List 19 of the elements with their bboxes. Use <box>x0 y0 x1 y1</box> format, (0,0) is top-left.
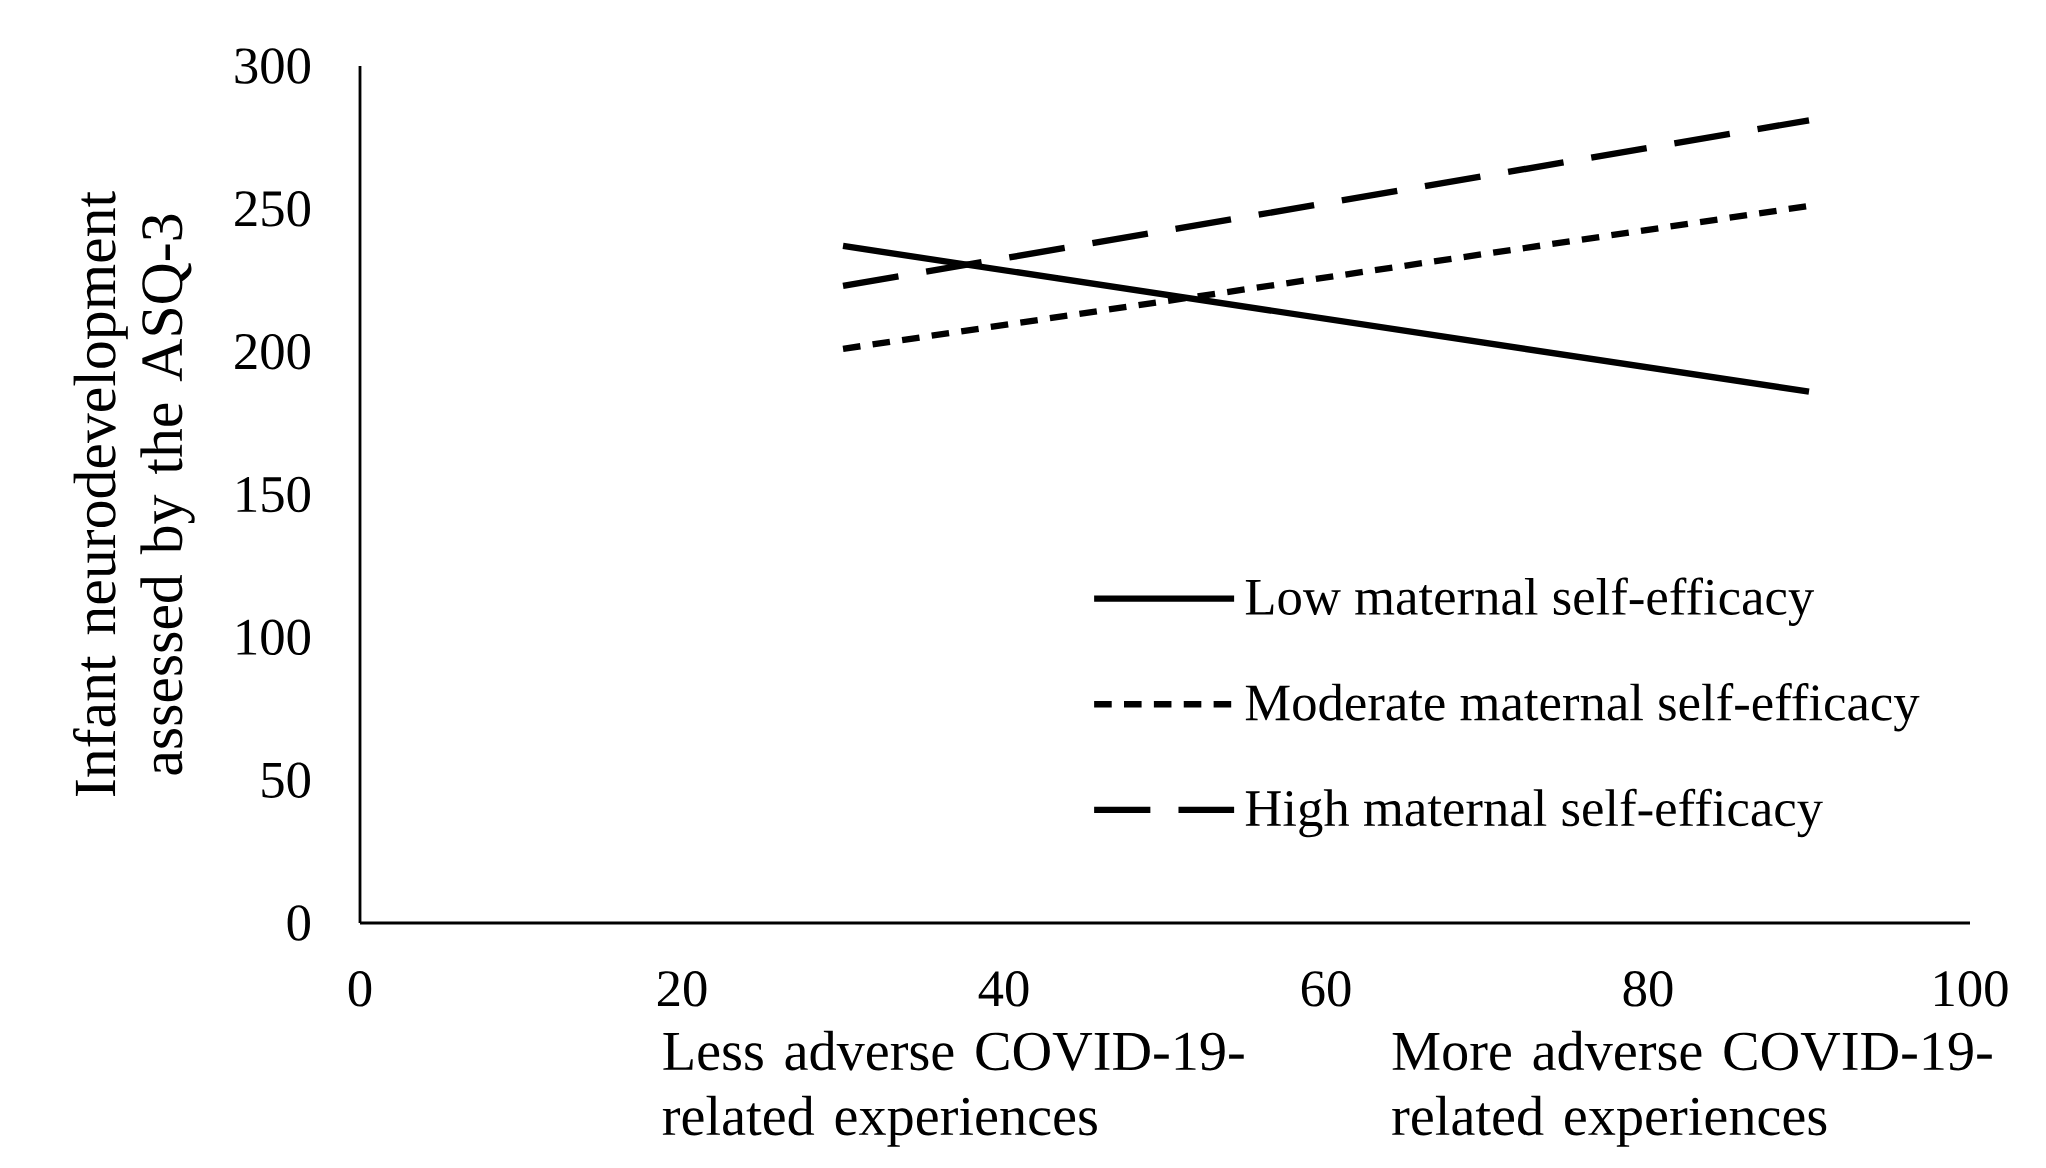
x-tick-label: 80 <box>1623 971 1673 1007</box>
y-tick-label: 150 <box>237 476 310 513</box>
legend-label: High maternal self-efficacy <box>1245 788 1823 838</box>
legend-label: Moderate maternal self-efficacy <box>1245 683 1920 732</box>
y-tick-label: 0 <box>287 905 310 941</box>
y-tick-label: 50 <box>262 762 310 798</box>
y-tick-label: 300 <box>235 48 310 84</box>
x-tick-label: 100 <box>1935 971 2008 1007</box>
text: Less adverse COVID-19-related experiences <box>662 1030 1244 1147</box>
y-tick-label: 250 <box>235 191 310 227</box>
x-tick-label: 0 <box>348 971 372 1007</box>
x-tick-label: 40 <box>978 971 1029 1007</box>
y-axis-title: Infant neurodevelopment assessed by the ASQ-3 <box>72 191 195 796</box>
y-tick-label: 200 <box>235 333 310 370</box>
x-tick-label: 60 <box>1301 971 1351 1007</box>
y-tick-label: 100 <box>237 619 310 656</box>
x-tick-label: 20 <box>657 971 707 1007</box>
legend-label: Low maternal self-efficacy <box>1245 577 1815 626</box>
text: More adverse COVID-19-related experiences <box>1392 1030 1992 1147</box>
